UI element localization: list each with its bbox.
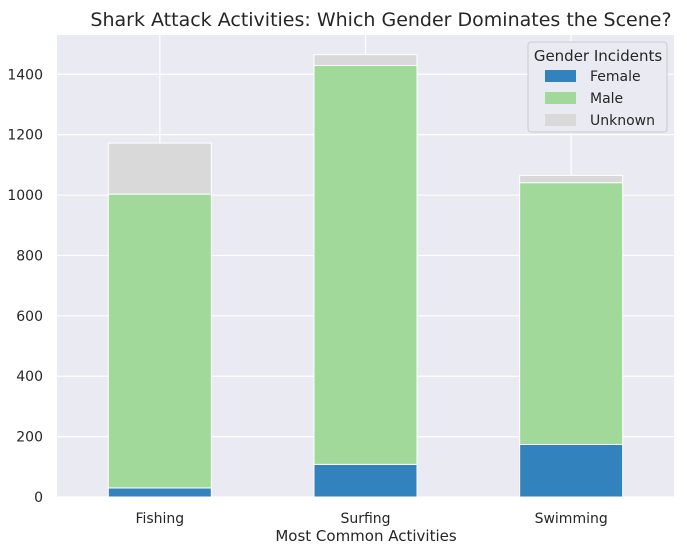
x-tick-label: Fishing <box>135 511 184 527</box>
legend: Gender Incidents Female Male Unknown <box>527 41 668 133</box>
legend-label-female: Female <box>590 69 641 85</box>
y-tick-label: 1400 <box>7 67 43 83</box>
y-tick-label: 800 <box>16 248 43 264</box>
bar-segment-unknown <box>107 142 212 195</box>
y-tick-label: 1200 <box>7 128 43 144</box>
y-tick-label: 0 <box>34 490 43 506</box>
legend-label-unknown: Unknown <box>590 113 655 129</box>
bar-segment-male <box>107 193 212 489</box>
x-tick-label: Swimming <box>535 511 608 527</box>
x-axis-ticks: Fishing Surfing Swimming <box>135 511 607 527</box>
legend-swatch-female <box>545 70 576 82</box>
y-tick-label: 600 <box>16 309 43 325</box>
chart-title: Shark Attack Activities: Which Gender Do… <box>90 9 671 31</box>
bar-segment-male <box>519 182 624 445</box>
legend-swatch-unknown <box>545 114 576 126</box>
y-tick-label: 400 <box>16 369 43 385</box>
legend-items: Female Male Unknown <box>545 69 655 129</box>
bar-segment-unknown <box>519 174 624 184</box>
y-tick-label: 1000 <box>7 188 43 204</box>
bar-segment-female <box>107 487 212 498</box>
y-axis-ticks: 0 200 400 600 800 1000 1200 1400 <box>7 67 43 506</box>
legend-title: Gender Incidents <box>534 47 663 65</box>
bar-segment-female <box>313 463 418 498</box>
legend-label-male: Male <box>590 91 623 107</box>
bar-segment-female <box>519 443 624 498</box>
bars <box>107 54 624 498</box>
legend-swatch-male <box>545 92 576 104</box>
y-tick-label: 200 <box>16 430 43 446</box>
bar-segment-unknown <box>313 54 418 66</box>
x-axis-label: Most Common Activities <box>275 527 457 545</box>
legend-box <box>527 41 668 133</box>
x-tick-label: Surfing <box>340 511 390 527</box>
bar-segment-male <box>313 64 418 465</box>
